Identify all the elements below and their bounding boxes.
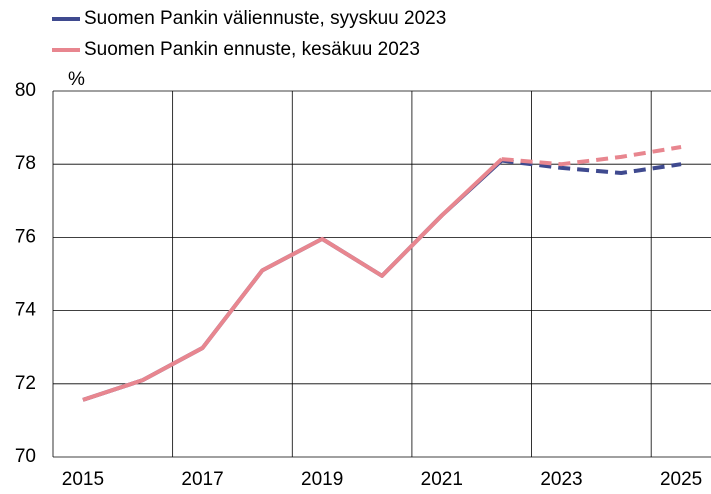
y-tick-label: 72 — [15, 373, 36, 394]
x-tick-label: 2025 — [660, 469, 702, 490]
y-unit-label: % — [68, 69, 85, 90]
series-line — [82, 157, 504, 402]
forecast-line — [501, 158, 682, 175]
forecast-line — [501, 145, 682, 167]
x-tick-label: 2015 — [62, 469, 104, 490]
legend-label: Suomen Pankin ennuste, kesäkuu 2023 — [84, 39, 420, 60]
x-tick-label: 2019 — [301, 469, 343, 490]
y-tick-label: 76 — [15, 226, 36, 247]
legend-label: Suomen Pankin väliennuste, syyskuu 2023 — [84, 8, 446, 29]
y-tick-label: 74 — [15, 300, 37, 321]
x-tick-label: 2017 — [181, 469, 223, 490]
x-tick-label: 2021 — [421, 469, 463, 490]
y-tick-label: 80 — [15, 80, 36, 101]
y-tick-label: 78 — [15, 153, 36, 174]
y-tick-label: 70 — [15, 446, 36, 467]
x-tick-label: 2023 — [540, 469, 582, 490]
